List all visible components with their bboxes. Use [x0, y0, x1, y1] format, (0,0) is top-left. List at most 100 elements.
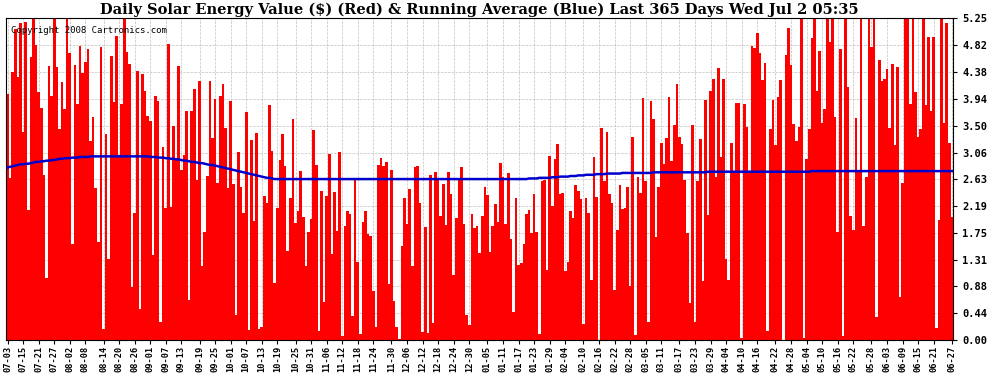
- Bar: [196, 180, 198, 340]
- Bar: [142, 74, 144, 340]
- Bar: [131, 287, 134, 340]
- Bar: [662, 164, 665, 340]
- Bar: [429, 175, 432, 340]
- Bar: [826, 18, 829, 340]
- Bar: [403, 198, 406, 340]
- Bar: [14, 29, 17, 340]
- Bar: [489, 252, 491, 340]
- Bar: [896, 68, 899, 340]
- Bar: [30, 57, 32, 340]
- Bar: [481, 216, 483, 340]
- Bar: [159, 322, 162, 340]
- Bar: [938, 220, 940, 340]
- Bar: [182, 155, 185, 340]
- Bar: [928, 36, 930, 340]
- Bar: [849, 216, 852, 340]
- Bar: [891, 64, 894, 340]
- Bar: [422, 332, 424, 340]
- Bar: [305, 266, 307, 340]
- Bar: [930, 111, 933, 340]
- Bar: [673, 125, 675, 341]
- Bar: [336, 231, 339, 340]
- Bar: [32, 18, 35, 340]
- Bar: [510, 239, 512, 340]
- Bar: [323, 302, 326, 340]
- Bar: [385, 162, 388, 340]
- Bar: [43, 174, 46, 340]
- Bar: [128, 64, 131, 340]
- Bar: [217, 183, 219, 340]
- Bar: [862, 226, 865, 340]
- Bar: [922, 18, 925, 340]
- Bar: [600, 128, 603, 340]
- Bar: [110, 56, 113, 340]
- Bar: [255, 133, 257, 340]
- Bar: [374, 327, 377, 340]
- Bar: [414, 167, 416, 340]
- Bar: [151, 255, 154, 340]
- Bar: [907, 18, 909, 340]
- Bar: [87, 50, 89, 340]
- Bar: [164, 208, 167, 340]
- Bar: [790, 65, 792, 341]
- Bar: [167, 44, 169, 340]
- Bar: [579, 199, 582, 340]
- Bar: [68, 53, 71, 340]
- Bar: [551, 206, 553, 340]
- Bar: [665, 138, 668, 340]
- Bar: [58, 129, 60, 340]
- Bar: [948, 143, 950, 340]
- Bar: [6, 94, 9, 340]
- Bar: [281, 134, 284, 340]
- Bar: [553, 159, 556, 340]
- Bar: [265, 203, 268, 340]
- Bar: [35, 45, 38, 340]
- Bar: [356, 262, 359, 340]
- Bar: [624, 209, 627, 340]
- Bar: [870, 48, 873, 340]
- Bar: [331, 254, 333, 340]
- Bar: [38, 92, 40, 340]
- Bar: [712, 79, 715, 340]
- Bar: [644, 181, 647, 340]
- Bar: [660, 143, 662, 340]
- Bar: [326, 196, 328, 340]
- Bar: [198, 81, 201, 340]
- Bar: [720, 157, 723, 340]
- Bar: [657, 187, 660, 340]
- Bar: [556, 144, 558, 340]
- Bar: [888, 128, 891, 340]
- Bar: [652, 119, 654, 340]
- Bar: [276, 208, 278, 340]
- Bar: [709, 91, 712, 340]
- Bar: [846, 87, 849, 340]
- Bar: [452, 276, 455, 340]
- Bar: [468, 325, 470, 340]
- Bar: [585, 198, 587, 340]
- Bar: [704, 100, 707, 340]
- Bar: [172, 126, 175, 340]
- Bar: [84, 62, 87, 340]
- Bar: [523, 244, 525, 340]
- Bar: [880, 81, 883, 340]
- Bar: [686, 233, 689, 340]
- Bar: [574, 186, 577, 340]
- Bar: [798, 128, 800, 341]
- Bar: [243, 213, 245, 340]
- Bar: [859, 18, 862, 340]
- Bar: [545, 270, 548, 340]
- Bar: [388, 284, 390, 340]
- Bar: [629, 286, 632, 340]
- Bar: [76, 104, 79, 340]
- Bar: [758, 53, 761, 340]
- Bar: [606, 132, 608, 340]
- Bar: [945, 23, 948, 341]
- Bar: [328, 154, 331, 340]
- Bar: [9, 178, 12, 340]
- Bar: [408, 189, 411, 340]
- Bar: [188, 300, 190, 340]
- Bar: [22, 132, 25, 340]
- Bar: [411, 266, 414, 340]
- Bar: [733, 171, 736, 340]
- Bar: [590, 280, 593, 340]
